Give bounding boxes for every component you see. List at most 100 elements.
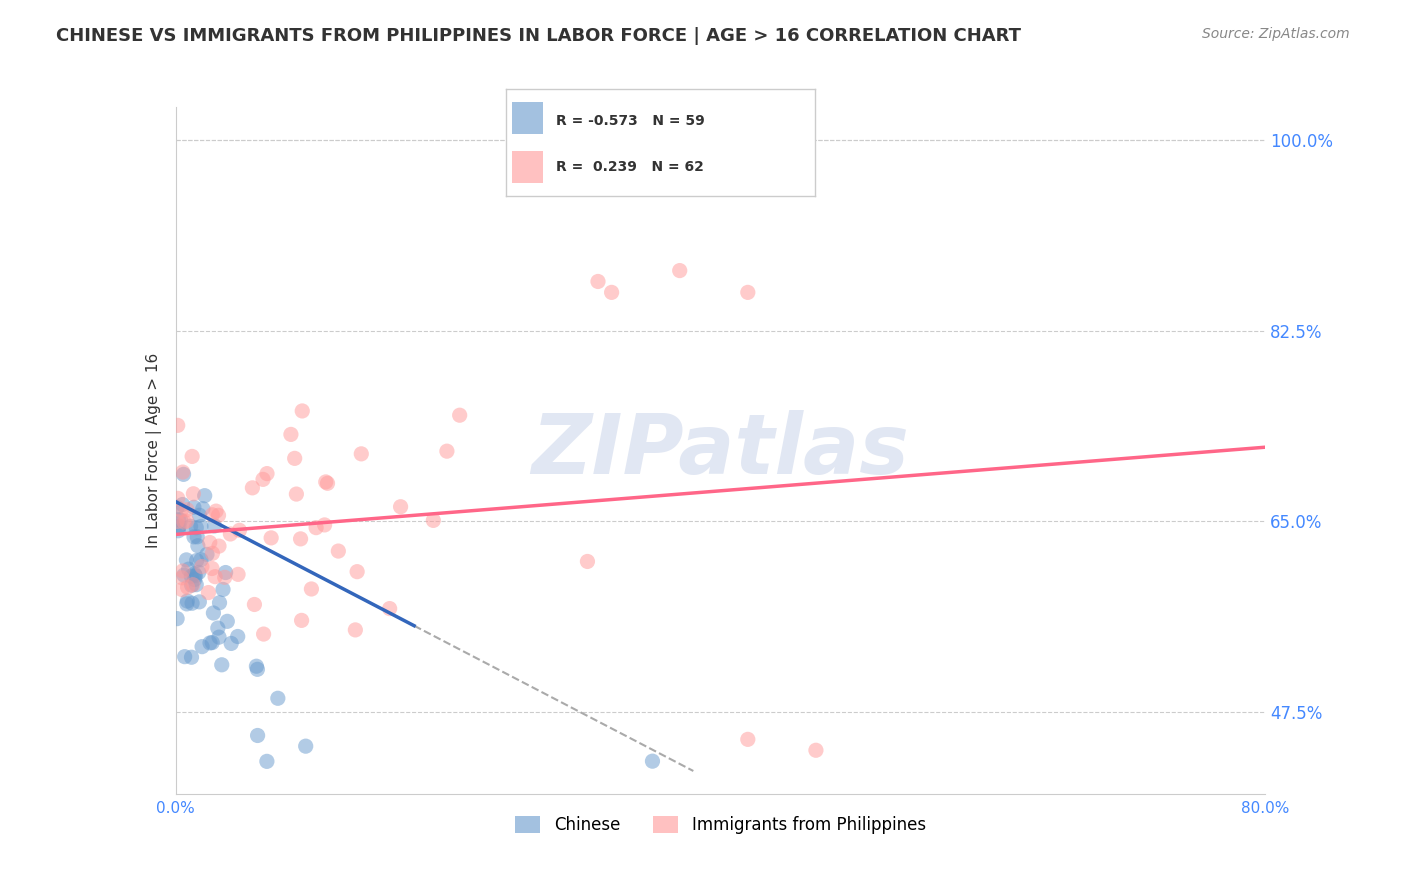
Bar: [512, 152, 543, 184]
Chinese: [176, 594, 198, 608]
Immigrants from Philippines: [344, 623, 367, 637]
Immigrants from Philippines: [197, 585, 219, 599]
Immigrants from Philippines: [226, 567, 249, 582]
Immigrants from Philippines: [291, 404, 314, 418]
Text: R = -0.573   N = 59: R = -0.573 N = 59: [555, 114, 704, 128]
Immigrants from Philippines: [284, 451, 307, 466]
Chinese: [294, 739, 316, 754]
Immigrants from Philippines: [737, 732, 759, 747]
Immigrants from Philippines: [201, 508, 224, 522]
Chinese: [187, 566, 209, 580]
Chinese: [190, 553, 212, 567]
Text: ZIPatlas: ZIPatlas: [531, 410, 910, 491]
Immigrants from Philippines: [285, 487, 308, 501]
Immigrants from Philippines: [243, 598, 266, 612]
Immigrants from Philippines: [389, 500, 412, 514]
Immigrants from Philippines: [252, 627, 274, 641]
Immigrants from Philippines: [170, 571, 193, 585]
Chinese: [190, 519, 212, 533]
Text: Source: ZipAtlas.com: Source: ZipAtlas.com: [1202, 27, 1350, 41]
Chinese: [208, 596, 231, 610]
Immigrants from Philippines: [290, 532, 312, 546]
Text: CHINESE VS IMMIGRANTS FROM PHILIPPINES IN LABOR FORCE | AGE > 16 CORRELATION CHA: CHINESE VS IMMIGRANTS FROM PHILIPPINES I…: [56, 27, 1021, 45]
Chinese: [194, 489, 217, 503]
Chinese: [167, 524, 190, 538]
Immigrants from Philippines: [576, 554, 599, 568]
Chinese: [214, 566, 236, 580]
Chinese: [212, 582, 235, 597]
Immigrants from Philippines: [600, 285, 623, 300]
Immigrants from Philippines: [166, 515, 188, 529]
Chinese: [201, 635, 224, 649]
Immigrants from Philippines: [586, 275, 609, 289]
Chinese: [183, 530, 205, 544]
Immigrants from Philippines: [191, 559, 214, 574]
Chinese: [641, 754, 664, 768]
Immigrants from Philippines: [252, 472, 274, 486]
Chinese: [180, 569, 202, 583]
Chinese: [198, 636, 221, 650]
Immigrants from Philippines: [280, 427, 302, 442]
Immigrants from Philippines: [181, 577, 204, 591]
Chinese: [166, 612, 188, 626]
Immigrants from Philippines: [449, 408, 471, 422]
Chinese: [177, 562, 200, 576]
Immigrants from Philippines: [198, 535, 221, 549]
Immigrants from Philippines: [315, 475, 337, 489]
Immigrants from Philippines: [208, 539, 231, 553]
Immigrants from Philippines: [204, 569, 226, 583]
Immigrants from Philippines: [170, 582, 193, 597]
Chinese: [183, 566, 205, 581]
Immigrants from Philippines: [173, 515, 195, 529]
Immigrants from Philippines: [737, 285, 759, 300]
Immigrants from Philippines: [170, 503, 193, 517]
Immigrants from Philippines: [207, 508, 229, 523]
Chinese: [180, 650, 202, 665]
Immigrants from Philippines: [260, 531, 283, 545]
Immigrants from Philippines: [305, 521, 328, 535]
Chinese: [202, 606, 225, 620]
Chinese: [167, 512, 190, 526]
Immigrants from Philippines: [172, 465, 194, 479]
Chinese: [183, 500, 205, 515]
Chinese: [173, 649, 195, 664]
Chinese: [188, 595, 211, 609]
Chinese: [226, 630, 249, 644]
Chinese: [246, 662, 269, 676]
Immigrants from Philippines: [176, 580, 198, 594]
Chinese: [204, 519, 226, 533]
Immigrants from Philippines: [183, 487, 205, 501]
Chinese: [245, 659, 267, 673]
Immigrants from Philippines: [668, 263, 690, 277]
Chinese: [207, 621, 229, 635]
Bar: [512, 102, 543, 134]
Chinese: [217, 615, 239, 629]
Immigrants from Philippines: [804, 743, 827, 757]
Immigrants from Philippines: [256, 467, 278, 481]
Immigrants from Philippines: [299, 582, 322, 596]
Chinese: [195, 547, 218, 561]
Chinese: [186, 577, 208, 591]
Immigrants from Philippines: [176, 502, 198, 516]
Immigrants from Philippines: [172, 564, 194, 578]
Chinese: [173, 568, 195, 582]
Chinese: [167, 521, 190, 535]
Chinese: [256, 755, 278, 769]
Immigrants from Philippines: [201, 546, 224, 560]
Immigrants from Philippines: [314, 517, 336, 532]
Immigrants from Philippines: [328, 544, 350, 558]
Chinese: [181, 596, 204, 610]
Chinese: [186, 521, 208, 535]
Chinese: [267, 691, 290, 706]
Immigrants from Philippines: [166, 491, 188, 506]
Chinese: [180, 519, 202, 533]
Immigrants from Philippines: [422, 513, 444, 527]
Chinese: [211, 657, 233, 672]
Immigrants from Philippines: [166, 418, 188, 433]
Chinese: [176, 553, 198, 567]
Immigrants from Philippines: [350, 447, 373, 461]
Immigrants from Philippines: [176, 514, 198, 528]
Immigrants from Philippines: [228, 524, 250, 538]
Immigrants from Philippines: [205, 504, 228, 518]
Immigrants from Philippines: [214, 570, 236, 584]
